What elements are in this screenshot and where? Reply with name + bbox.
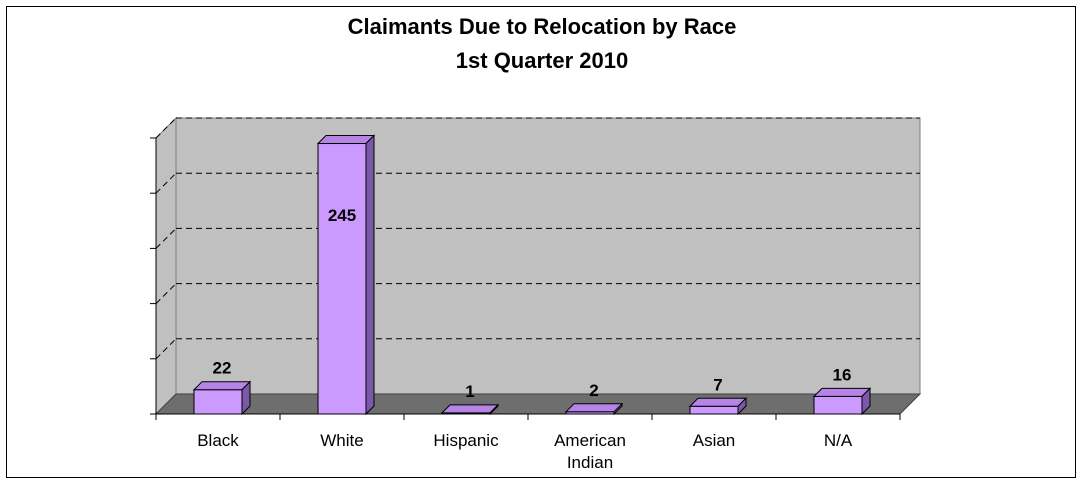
gridline-side [155, 283, 177, 304]
data-label: 22 [213, 359, 232, 378]
bar [689, 405, 739, 415]
bar-side [861, 387, 871, 416]
bar-top [192, 381, 252, 391]
bar [813, 395, 863, 415]
category-label: Indian [567, 453, 613, 472]
chart-title: Claimants Due to Relocation by Race [347, 14, 737, 39]
side-wall [155, 116, 177, 416]
bar [193, 389, 243, 415]
bar-top [316, 135, 376, 145]
chart-subtitle: 1st Quarter 2010 [455, 48, 629, 73]
category-label: White [320, 431, 363, 450]
data-label: 7 [713, 375, 722, 394]
floor [154, 393, 922, 415]
data-label: 16 [833, 365, 852, 384]
bar-top [564, 403, 624, 413]
bar-side [489, 403, 499, 416]
gridline-side [155, 338, 177, 360]
bar-side [365, 134, 375, 416]
data-label: 2 [589, 381, 598, 400]
data-label: 245 [328, 206, 356, 225]
data-label: 1 [465, 382, 474, 401]
bar-side [613, 402, 623, 416]
bar [317, 143, 367, 415]
bar-top [440, 404, 500, 414]
category-label: Hispanic [433, 431, 499, 450]
back-wall [175, 117, 921, 395]
category-label: N/A [824, 431, 853, 450]
category-label: Asian [693, 431, 736, 450]
gridline-side [155, 228, 177, 249]
bar-side [241, 380, 251, 416]
category-label: Black [197, 431, 239, 450]
gridline-side [155, 172, 177, 194]
bar-side [737, 397, 747, 416]
bar-top [812, 387, 872, 397]
gridline-side [155, 117, 177, 139]
category-label: American [554, 431, 626, 450]
bar-top [688, 397, 748, 407]
